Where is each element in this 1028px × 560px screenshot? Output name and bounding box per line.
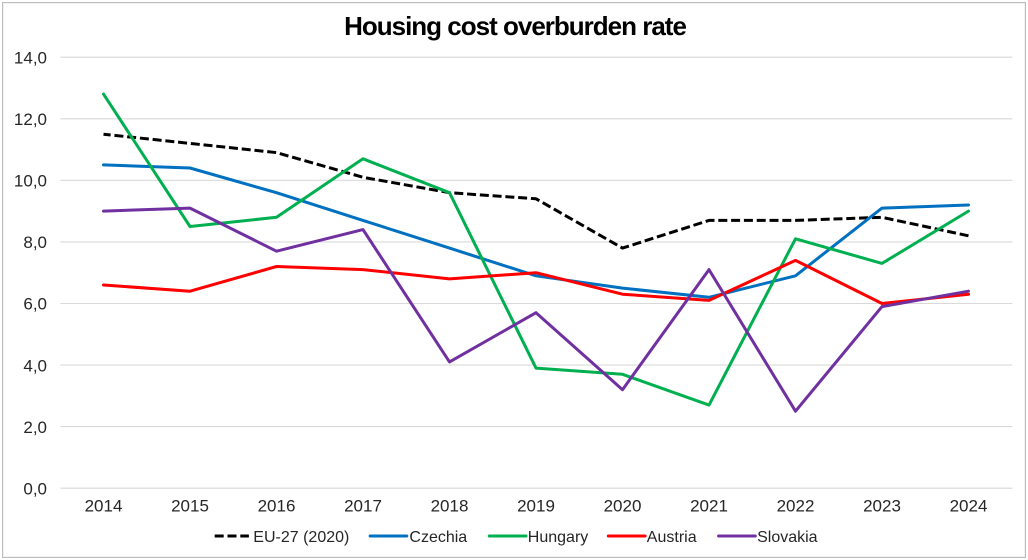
svg-text:8,0: 8,0	[23, 233, 47, 252]
svg-text:Slovakia: Slovakia	[757, 529, 818, 546]
svg-text:EU-27 (2020): EU-27 (2020)	[253, 529, 349, 546]
svg-text:2,0: 2,0	[23, 418, 47, 437]
svg-text:2016: 2016	[258, 497, 296, 516]
svg-text:Housing cost overburden rate: Housing cost overburden rate	[344, 11, 686, 41]
svg-text:2019: 2019	[517, 497, 555, 516]
svg-text:2015: 2015	[171, 497, 209, 516]
svg-text:2014: 2014	[85, 497, 123, 516]
svg-text:6,0: 6,0	[23, 295, 47, 314]
svg-text:12,0: 12,0	[14, 110, 47, 129]
svg-text:2022: 2022	[777, 497, 815, 516]
svg-text:2018: 2018	[431, 497, 469, 516]
svg-text:10,0: 10,0	[14, 172, 47, 191]
svg-text:2023: 2023	[863, 497, 901, 516]
svg-text:Austria: Austria	[647, 529, 697, 546]
svg-text:0,0: 0,0	[23, 479, 47, 498]
svg-text:Czechia: Czechia	[409, 529, 467, 546]
svg-text:14,0: 14,0	[14, 48, 47, 67]
svg-text:2020: 2020	[604, 497, 642, 516]
svg-text:Hungary: Hungary	[528, 529, 588, 546]
svg-text:4,0: 4,0	[23, 356, 47, 375]
svg-text:2021: 2021	[690, 497, 728, 516]
svg-text:2024: 2024	[950, 497, 988, 516]
svg-text:2017: 2017	[344, 497, 382, 516]
